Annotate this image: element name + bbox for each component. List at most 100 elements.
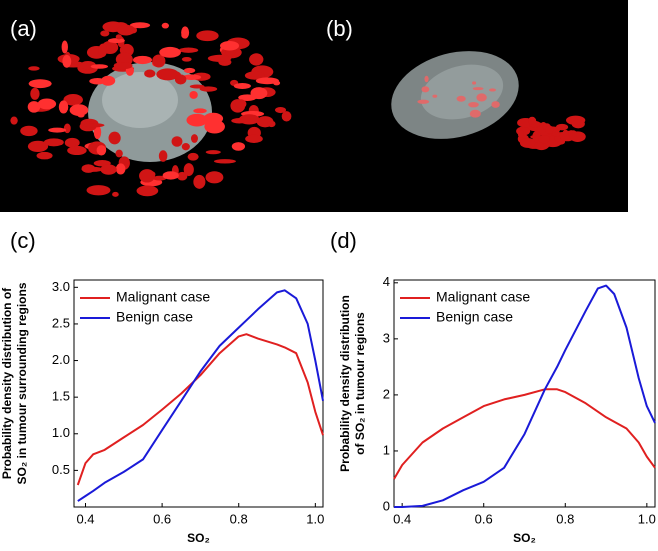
x-tick-label: 0.6 <box>153 511 171 526</box>
vessel <box>569 131 586 142</box>
vessel <box>476 93 487 102</box>
vessel <box>432 94 438 98</box>
panel-label: (b) <box>326 16 353 41</box>
vessel <box>112 191 119 197</box>
vessel <box>30 87 40 100</box>
vessel <box>456 95 466 102</box>
vessel <box>178 47 199 53</box>
vessel <box>61 40 68 54</box>
vessel <box>274 106 287 114</box>
vessel <box>233 82 251 89</box>
vessel <box>100 75 116 86</box>
renderings <box>10 21 586 197</box>
vessel <box>472 87 484 91</box>
vessel <box>37 98 57 110</box>
vessel <box>27 101 41 113</box>
vessel <box>108 38 125 44</box>
vessel <box>555 123 569 131</box>
panel-label: (d) <box>330 228 357 253</box>
y-tick-label: 1.5 <box>52 389 70 404</box>
vessel <box>421 86 430 93</box>
x-tick-label: 0.4 <box>393 511 411 526</box>
vessel <box>115 163 126 175</box>
series-line <box>393 388 656 480</box>
vessel <box>48 127 67 133</box>
x-tick-label: 0.6 <box>475 511 493 526</box>
y-tick-label: 1 <box>383 442 390 457</box>
vessel <box>144 69 156 78</box>
vessel <box>10 116 18 125</box>
vessel <box>93 125 102 140</box>
x-axis-label: SO₂ <box>187 531 210 545</box>
y-axis-label: Probability density distribution of <box>0 287 14 479</box>
vessel <box>129 22 151 29</box>
vessel <box>152 175 167 181</box>
x-tick-label: 0.8 <box>230 511 248 526</box>
vessel <box>152 54 166 68</box>
vessel <box>177 171 188 181</box>
y-tick-label: 0 <box>383 498 390 513</box>
vessel <box>67 145 87 156</box>
legend-label: Benign case <box>116 309 193 325</box>
vessel <box>469 109 481 118</box>
vessel <box>100 30 110 37</box>
y-axis-label: SO₂ in tumour surrounding regions <box>15 282 29 484</box>
y-tick-label: 3.0 <box>52 279 70 294</box>
vessel <box>136 185 159 197</box>
vessel <box>207 54 232 62</box>
tumour-highlight <box>420 64 504 120</box>
y-tick-label: 0.5 <box>52 462 70 477</box>
vessel <box>20 125 38 137</box>
vessel <box>159 46 181 58</box>
vessel <box>193 174 206 189</box>
vessel <box>89 77 106 85</box>
vessel <box>281 111 292 122</box>
vessel <box>117 24 136 36</box>
vessel <box>62 54 72 68</box>
vessel <box>162 171 179 180</box>
vessel <box>213 159 236 164</box>
tumour-highlight <box>102 72 178 128</box>
vessel <box>81 164 96 173</box>
legend-label: Benign case <box>436 309 513 325</box>
vessel <box>186 113 208 127</box>
vessel <box>255 77 280 85</box>
vessel <box>115 149 123 158</box>
legend-label: Malignant case <box>116 289 210 305</box>
vessel <box>132 55 153 65</box>
vessel <box>96 145 107 156</box>
vessel <box>205 150 221 155</box>
vessel <box>64 137 80 148</box>
vessel <box>36 151 53 160</box>
vessel <box>190 134 198 143</box>
vessel <box>182 74 202 80</box>
y-tick-label: 4 <box>383 274 390 289</box>
panel-label: (c) <box>10 228 36 253</box>
vessel <box>489 88 497 92</box>
series-line <box>394 284 656 508</box>
plot-frame <box>393 279 656 508</box>
vessel <box>158 150 168 162</box>
y-tick-label: 3 <box>383 330 390 345</box>
vessel <box>249 53 264 66</box>
vessel <box>220 40 240 51</box>
y-axis-label: of SO₂ in tumour regions <box>353 312 367 455</box>
x-tick-label: 1.0 <box>638 511 656 526</box>
vessel <box>203 112 224 125</box>
vessel <box>181 143 190 151</box>
vessel <box>244 71 265 80</box>
vessel <box>187 152 199 161</box>
vessel <box>517 129 524 139</box>
y-axis-label: Probability density distribution <box>338 295 352 472</box>
vessel <box>468 102 479 108</box>
vessel <box>139 169 155 183</box>
vessel <box>181 32 189 39</box>
vessel <box>100 164 117 175</box>
vessel <box>472 81 477 85</box>
vessel <box>86 185 111 196</box>
vessel <box>183 163 194 177</box>
vessel <box>267 120 276 128</box>
vessel <box>199 86 218 92</box>
plot-frame <box>73 279 324 508</box>
